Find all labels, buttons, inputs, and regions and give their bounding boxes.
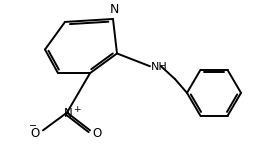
Text: O: O (92, 127, 101, 140)
Text: NH: NH (151, 62, 168, 72)
Text: −: − (29, 121, 37, 131)
Text: +: + (73, 105, 80, 114)
Text: N: N (109, 3, 119, 16)
Text: N: N (64, 107, 72, 120)
Text: O: O (31, 127, 40, 140)
